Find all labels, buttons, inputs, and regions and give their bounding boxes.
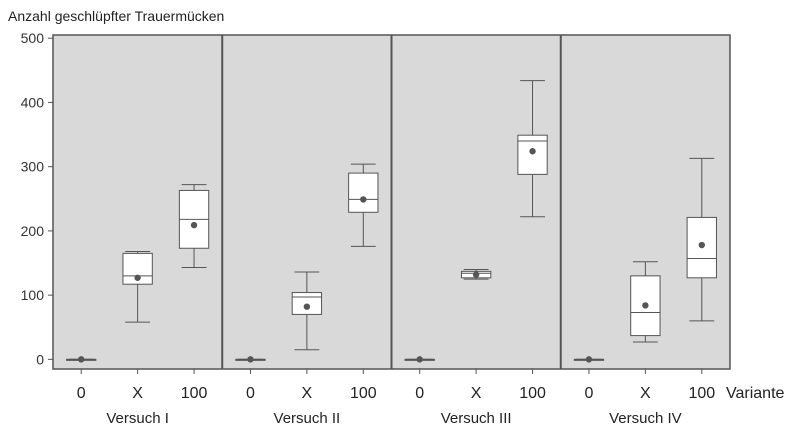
x-tick-label: 100: [519, 385, 546, 402]
box: X: [291, 271, 323, 402]
box-body: [291, 292, 323, 315]
box: X: [122, 250, 153, 402]
panel-dividers: [221, 35, 562, 369]
box: 100: [348, 163, 379, 402]
box-body: [348, 172, 379, 213]
x-tick-label: X: [302, 385, 313, 402]
x-axis-title: Variante: [726, 385, 785, 402]
y-axis-title: Anzahl geschlüpfter Trauermücken: [8, 8, 225, 24]
plot-frame: [52, 34, 731, 370]
y-tick-label: 200: [21, 223, 45, 239]
panel: 0 X 100 Versuch III: [404, 80, 548, 427]
box: 100: [178, 184, 210, 402]
panel: 0 X 100 Versuch IV: [573, 157, 717, 427]
panel-label: Versuch II: [274, 410, 341, 427]
mean-point: [190, 221, 198, 229]
mean-point: [416, 356, 423, 363]
x-tick-label: 0: [246, 385, 255, 402]
y-axis: 0 100 200 300 400 500: [21, 30, 53, 367]
y-tick-label: 0: [36, 351, 44, 367]
box: X: [630, 261, 661, 402]
y-tick-label: 100: [21, 287, 45, 303]
x-tick-label: X: [132, 385, 143, 402]
box: 0: [573, 356, 605, 402]
x-tick-label: 0: [77, 385, 86, 402]
x-tick-label: 100: [181, 385, 208, 402]
panel: 0 X 100 Versuch II: [235, 163, 379, 427]
box: X: [460, 268, 492, 402]
box: 100: [686, 157, 717, 402]
y-tick-label: 400: [21, 94, 45, 110]
box: 0: [66, 356, 97, 402]
panels: 0 X 100 Versuch I 0 X 100 Versuch II 0 X 100 Versuc…: [66, 80, 717, 427]
mean-point: [698, 241, 705, 249]
mean-point: [303, 303, 311, 310]
mean-point: [472, 271, 480, 278]
x-tick-label: 0: [585, 385, 594, 402]
panel-label: Versuch III: [441, 410, 512, 427]
panel-label: Versuch I: [106, 410, 169, 427]
box: 100: [517, 80, 548, 402]
mean-point: [642, 302, 649, 309]
mean-point: [134, 274, 141, 281]
box: 0: [235, 356, 266, 402]
mean-point: [247, 356, 254, 363]
panel-label: Versuch IV: [609, 410, 682, 427]
x-tick-label: X: [471, 385, 482, 402]
mean-point: [585, 356, 593, 363]
box-body: [517, 134, 548, 175]
x-tick-label: 100: [350, 385, 377, 402]
mean-point: [529, 148, 536, 155]
panel: 0 X 100 Versuch I: [66, 184, 210, 427]
x-tick-label: 100: [688, 385, 715, 402]
mean-point: [78, 356, 85, 363]
y-tick-label: 500: [21, 30, 45, 46]
y-tick-label: 300: [21, 159, 45, 175]
x-tick-label: 0: [415, 385, 424, 402]
mean-point: [360, 196, 367, 203]
box: 0: [404, 356, 435, 402]
x-tick-label: X: [640, 385, 651, 402]
